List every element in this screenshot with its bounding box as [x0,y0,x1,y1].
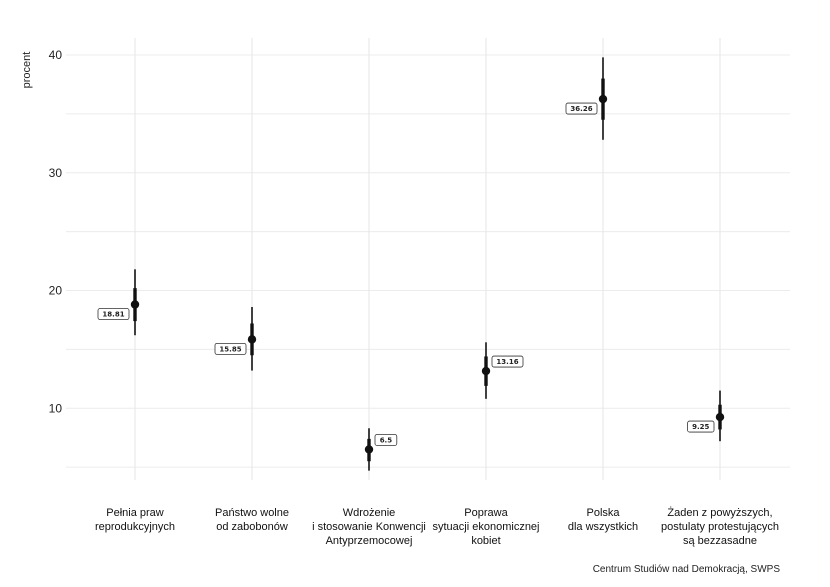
data-label: 13.16 [496,358,518,366]
x-tick-label-line: kobiet [471,535,500,547]
data-label: 15.85 [219,345,241,353]
data-label-box [565,102,598,115]
x-tick-label: Żaden z powyższych, postulaty protestując… [661,506,779,547]
x-tick-label-line: są bezzasadne [683,535,757,547]
y-tick-label: 10 [49,401,63,415]
x-tick-label-line: Pełnia praw [106,507,164,519]
x-tick-label-line: dla wszystkich [568,521,638,533]
point-range: 6.5 [364,428,398,471]
series: 18.81 15.85 6.5 13.16 36.26 9.25 [97,57,725,471]
y-axis-label: procent [21,52,33,89]
x-tick-label-line: reprodukcyjnych [95,521,175,533]
x-tick-label: Poprawa sytuacji ekonomicznej kobiet [433,507,540,547]
data-label-box [491,355,524,368]
data-label: 36.26 [570,105,592,113]
x-tick-label: Państwo wolne od zabobonów [215,507,289,533]
point [364,445,374,454]
x-tick-label-line: i stosowanie Konwencji [312,521,426,533]
point-range: 13.16 [481,342,524,399]
x-tick-label-line: Antyprzemocowej [326,535,413,547]
data-label-box [374,434,398,446]
point [598,94,608,104]
point [130,300,140,309]
point-range: 9.25 [687,390,725,442]
y-tick-labels: 10 20 30 40 [49,48,63,415]
grid [66,38,790,480]
data-label-box [687,420,715,433]
x-tick-label-line: postulaty protestujących [661,521,779,533]
y-tick-label: 20 [49,284,63,298]
x-tick-label-line: Polska [586,507,620,519]
x-tick-label-line: Żaden z powyższych, [667,506,772,519]
data-label: 9.25 [692,423,709,431]
point [481,366,491,376]
point-range: 18.81 [97,269,140,336]
y-tick-label: 30 [49,166,63,180]
data-label: 18.81 [102,311,124,319]
point [247,335,257,344]
y-tick-label: 40 [49,48,63,62]
x-tick-label: Polska dla wszystkich [568,507,638,533]
x-tick-label-line: od zabobonów [216,521,288,533]
data-label-box [97,308,130,320]
point-range: 15.85 [214,306,257,371]
x-tick-label-line: Poprawa [464,507,508,519]
x-tick-labels: Pełnia praw reprodukcyjnych Państwo wolne o… [95,506,779,547]
point-range: 36.26 [565,57,608,140]
x-tick-label: Wdrożenie i stosowanie Konwencji Antyprzem… [312,507,426,547]
x-tick-label: Pełnia praw reprodukcyjnych [95,507,175,533]
x-tick-label-line: Wdrożenie [343,507,396,519]
x-tick-label-line: Państwo wolne [215,507,289,519]
source-caption: Centrum Studiów nad Demokracją, SWPS [592,564,780,575]
data-label: 6.5 [380,436,393,444]
data-label-box [214,342,247,355]
point [715,412,725,422]
x-tick-label-line: sytuacji ekonomicznej [433,521,540,533]
